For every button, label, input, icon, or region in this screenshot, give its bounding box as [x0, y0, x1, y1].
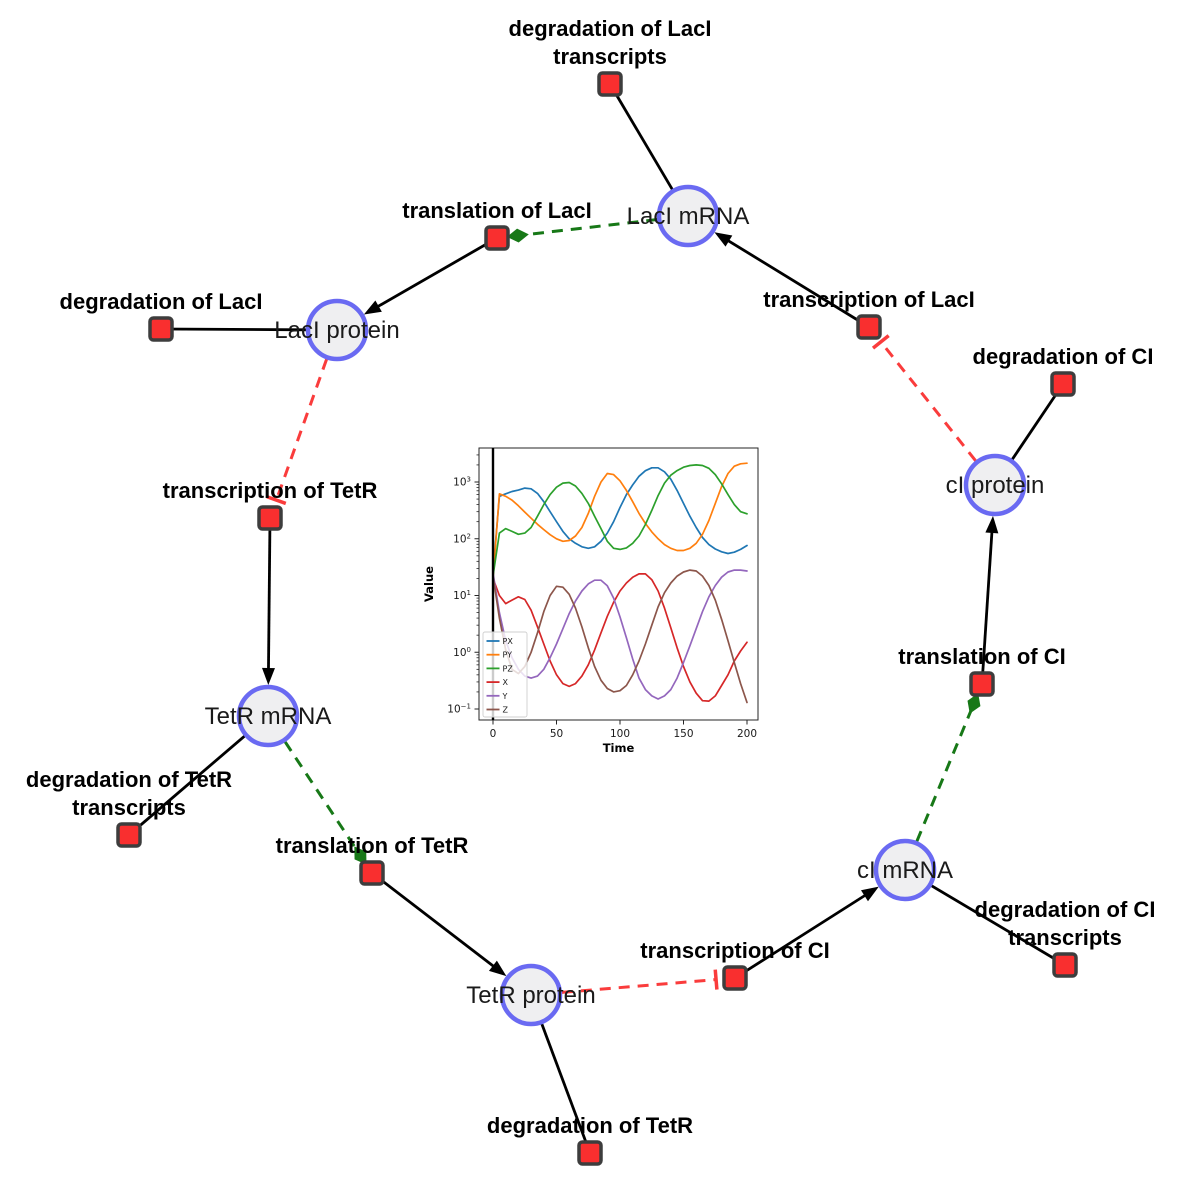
- series-line-Y: [492, 569, 748, 700]
- reaction-node-transcription_ci[interactable]: [722, 965, 748, 991]
- reaction-label-translation_ci: translation of CI: [898, 644, 1065, 669]
- species-node-ci_mrna[interactable]: [873, 838, 937, 902]
- series-line-Z: [492, 569, 748, 704]
- species-label-laci_mrna: LacI mRNA: [627, 203, 750, 230]
- legend-label-Y: Y: [502, 692, 508, 701]
- y-tick-label: 103: [453, 476, 471, 489]
- reaction-node-translation_ci[interactable]: [969, 671, 995, 697]
- arrowhead-icon: [488, 960, 507, 977]
- reaction-label-deg_tetr_transcripts: degradation of TetR transcripts: [26, 767, 232, 820]
- reaction-node-translation_laci[interactable]: [484, 225, 510, 251]
- edge-consumption-laci_protein-to-deg_laci: [160, 327, 307, 332]
- x-tick-label: 200: [737, 728, 757, 740]
- legend-label-Z: Z: [503, 706, 509, 715]
- reaction-node-deg_tetr_transcripts[interactable]: [116, 822, 142, 848]
- reaction-label-translation_laci: translation of LacI: [402, 198, 591, 223]
- reaction-label-transcription_ci: transcription of CI: [640, 938, 829, 963]
- edges-layer: [128, 83, 1066, 1154]
- legend-label-PX: PX: [503, 637, 514, 646]
- edge-production-transcription_ci-to-ci_mrna: [734, 886, 879, 980]
- species-label-laci_protein: LacI protein: [274, 317, 399, 344]
- labels-layer: degradation of LacI transcripts translatio…: [26, 16, 1156, 1138]
- species-node-laci_mrna[interactable]: [656, 184, 720, 248]
- edge-production-transcription_laci-to-laci_mrna: [714, 232, 870, 329]
- y-tick-label: 10−1: [447, 703, 471, 716]
- species-node-ci_protein[interactable]: [963, 453, 1027, 517]
- legend-label-X: X: [503, 678, 509, 687]
- reaction-node-deg_ci[interactable]: [1050, 371, 1076, 397]
- arrowhead-icon: [363, 300, 382, 315]
- species-label-tetr_mrna: TetR mRNA: [205, 703, 332, 730]
- reaction-label-deg_laci: degradation of LacI: [60, 289, 263, 314]
- x-tick-label: 0: [490, 728, 497, 740]
- edge-modifier-ci_mrna-to-translation_ci: [915, 693, 981, 842]
- edge-consumption-ci_mrna-to-deg_ci_transcripts: [930, 884, 1066, 967]
- x-tick-label: 100: [610, 728, 630, 740]
- reaction-node-deg_ci_transcripts[interactable]: [1052, 952, 1078, 978]
- legend-label-PZ: PZ: [503, 664, 514, 673]
- y-tick-label: 101: [453, 589, 471, 602]
- reaction-label-deg_laci_transcripts: degradation of LacI transcripts: [509, 16, 712, 69]
- edge-production-transcription_tetr-to-tetr_mrna: [261, 517, 275, 686]
- diamond-arrowhead-icon: [967, 693, 981, 714]
- reaction-label-transcription_tetr: transcription of TetR: [163, 478, 378, 503]
- chart-legend: PX PY PZ XYZ: [482, 631, 528, 718]
- y-tick-label: 102: [453, 532, 471, 545]
- species-label-ci_mrna: cI mRNA: [857, 857, 953, 884]
- x-tick-label: 150: [673, 728, 693, 740]
- reaction-label-translation_tetr: translation of TetR: [276, 833, 469, 858]
- diamond-arrowhead-icon: [506, 228, 529, 243]
- x-axis-title: Time: [603, 741, 635, 755]
- nodes-layer: [116, 71, 1078, 1166]
- arrowhead-icon: [261, 667, 275, 686]
- species-node-laci_protein[interactable]: [305, 298, 369, 362]
- legend-label-PY: PY: [503, 651, 513, 660]
- y-axis-title: Value: [422, 566, 436, 602]
- edge-consumption-tetr_mrna-to-deg_tetr_transcripts: [128, 735, 246, 837]
- edge-production-translation_tetr-to-tetr_protein: [371, 871, 507, 977]
- reaction-node-deg_laci_transcripts[interactable]: [597, 71, 623, 97]
- inhibition-tbar-icon: [713, 969, 719, 990]
- species-node-tetr_protein[interactable]: [499, 963, 563, 1027]
- edge-modifier-tetr_mrna-to-translation_tetr: [283, 741, 367, 865]
- reaction-node-deg_laci[interactable]: [148, 316, 174, 342]
- edge-inhibition-tetr_protein-to-transcription_ci: [561, 969, 719, 994]
- reaction-label-deg_ci_transcripts: degradation of CI transcripts: [975, 897, 1156, 950]
- edge-inhibition-laci_protein-to-transcription_tetr: [266, 358, 329, 506]
- arrowhead-icon: [985, 515, 999, 534]
- reaction-label-transcription_laci: transcription of LacI: [763, 287, 974, 312]
- edge-consumption-laci_mrna-to-deg_laci_transcripts: [608, 83, 674, 191]
- edge-inhibition-ci_protein-to-transcription_laci: [871, 334, 977, 462]
- series-line-PY: [492, 462, 748, 580]
- inhibition-tbar-icon: [871, 334, 890, 350]
- species-label-ci_protein: cI protein: [946, 472, 1045, 499]
- series-line-PX: [492, 466, 748, 574]
- reaction-node-translation_tetr[interactable]: [359, 860, 385, 886]
- inhibition-tbar-icon: [266, 495, 287, 506]
- reaction-node-deg_tetr[interactable]: [577, 1140, 603, 1166]
- edge-production-translation_laci-to-laci_protein: [363, 236, 498, 315]
- reaction-node-transcription_tetr[interactable]: [257, 505, 283, 531]
- x-tick-label: 50: [550, 728, 563, 740]
- y-tick-label: 100: [453, 646, 471, 659]
- series-line-PZ: [492, 464, 748, 577]
- edge-modifier-laci_mrna-to-translation_laci: [506, 218, 658, 243]
- diamond-arrowhead-icon: [354, 846, 367, 865]
- reaction-label-deg_tetr: degradation of TetR: [487, 1113, 693, 1138]
- species-label-tetr_protein: TetR protein: [466, 982, 595, 1009]
- series-line-X: [492, 573, 748, 702]
- edge-production-translation_ci-to-ci_protein: [980, 515, 999, 685]
- reaction-label-deg_ci: degradation of CI: [973, 344, 1154, 369]
- reaction-node-transcription_laci[interactable]: [856, 314, 882, 340]
- edge-consumption-tetr_protein-to-deg_tetr: [540, 1023, 592, 1154]
- species-node-tetr_mrna[interactable]: [236, 684, 300, 748]
- arrowhead-icon: [860, 886, 879, 902]
- arrowhead-icon: [714, 232, 733, 247]
